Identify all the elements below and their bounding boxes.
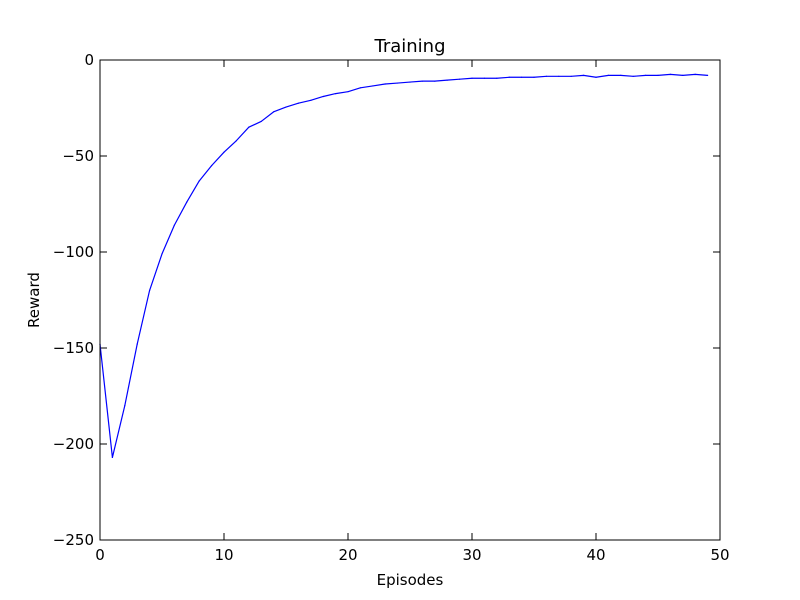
y-axis-label: Reward bbox=[25, 272, 43, 328]
data-point bbox=[198, 180, 200, 182]
data-point bbox=[335, 93, 337, 95]
data-point bbox=[235, 140, 237, 142]
data-point bbox=[149, 289, 151, 291]
plot-frame bbox=[99, 59, 721, 541]
data-point bbox=[223, 151, 225, 153]
data-point bbox=[161, 253, 163, 255]
data-point bbox=[384, 83, 386, 85]
data-point bbox=[607, 74, 610, 76]
y-tick-label: −250 bbox=[53, 531, 94, 549]
x-tick-label: 50 bbox=[710, 546, 729, 564]
y-tick-label: −200 bbox=[53, 435, 94, 453]
data-point bbox=[260, 120, 262, 123]
data-point bbox=[595, 76, 597, 78]
x-axis-label: Episodes bbox=[377, 571, 444, 589]
y-tick-label: −50 bbox=[62, 147, 94, 165]
y-tick-label: −100 bbox=[53, 243, 94, 261]
data-point bbox=[211, 165, 213, 167]
data-point bbox=[248, 126, 250, 128]
data-point bbox=[421, 80, 423, 82]
data-point bbox=[273, 111, 275, 113]
chart-title: Training bbox=[373, 36, 445, 57]
data-point bbox=[459, 78, 461, 80]
data-point bbox=[173, 224, 175, 226]
x-tick-label: 30 bbox=[462, 546, 481, 564]
data-point bbox=[558, 75, 560, 77]
data-point bbox=[322, 95, 324, 98]
series-line-reward bbox=[99, 73, 708, 459]
ticks-layer: 0 10 20 30 40 50 0 −50 −100 −150 −200 −250 bbox=[53, 51, 730, 564]
data-point bbox=[707, 74, 709, 76]
data-point bbox=[434, 80, 436, 82]
data-point bbox=[570, 75, 572, 77]
data-point bbox=[583, 74, 585, 76]
data-point bbox=[297, 102, 299, 104]
x-tick-label: 0 bbox=[95, 546, 105, 564]
y-tick-label: −150 bbox=[53, 339, 94, 357]
data-point bbox=[632, 75, 634, 77]
data-point bbox=[545, 75, 548, 77]
x-tick-label: 20 bbox=[338, 546, 357, 564]
data-point bbox=[508, 76, 510, 78]
data-point bbox=[186, 201, 188, 203]
data-point bbox=[446, 79, 448, 81]
data-point bbox=[694, 73, 696, 75]
data-point bbox=[533, 76, 535, 78]
data-point bbox=[359, 87, 361, 89]
data-point bbox=[645, 74, 647, 76]
y-tick-label: 0 bbox=[84, 51, 94, 69]
data-point bbox=[483, 77, 485, 79]
data-point bbox=[521, 76, 523, 78]
data-point bbox=[496, 77, 498, 79]
data-point bbox=[285, 106, 287, 108]
x-tick-label: 10 bbox=[214, 546, 233, 564]
series-layer bbox=[99, 73, 709, 459]
data-point bbox=[397, 82, 399, 84]
data-point bbox=[471, 77, 473, 79]
data-point bbox=[347, 91, 349, 93]
data-point bbox=[111, 456, 113, 459]
x-tick-label: 40 bbox=[586, 546, 605, 564]
data-point bbox=[136, 343, 138, 345]
data-point bbox=[682, 74, 684, 76]
data-point bbox=[620, 74, 622, 76]
data-point bbox=[409, 81, 411, 83]
data-point bbox=[657, 74, 659, 76]
data-point bbox=[372, 85, 374, 87]
data-point bbox=[669, 73, 672, 75]
data-point bbox=[310, 99, 312, 101]
data-point bbox=[124, 405, 126, 407]
